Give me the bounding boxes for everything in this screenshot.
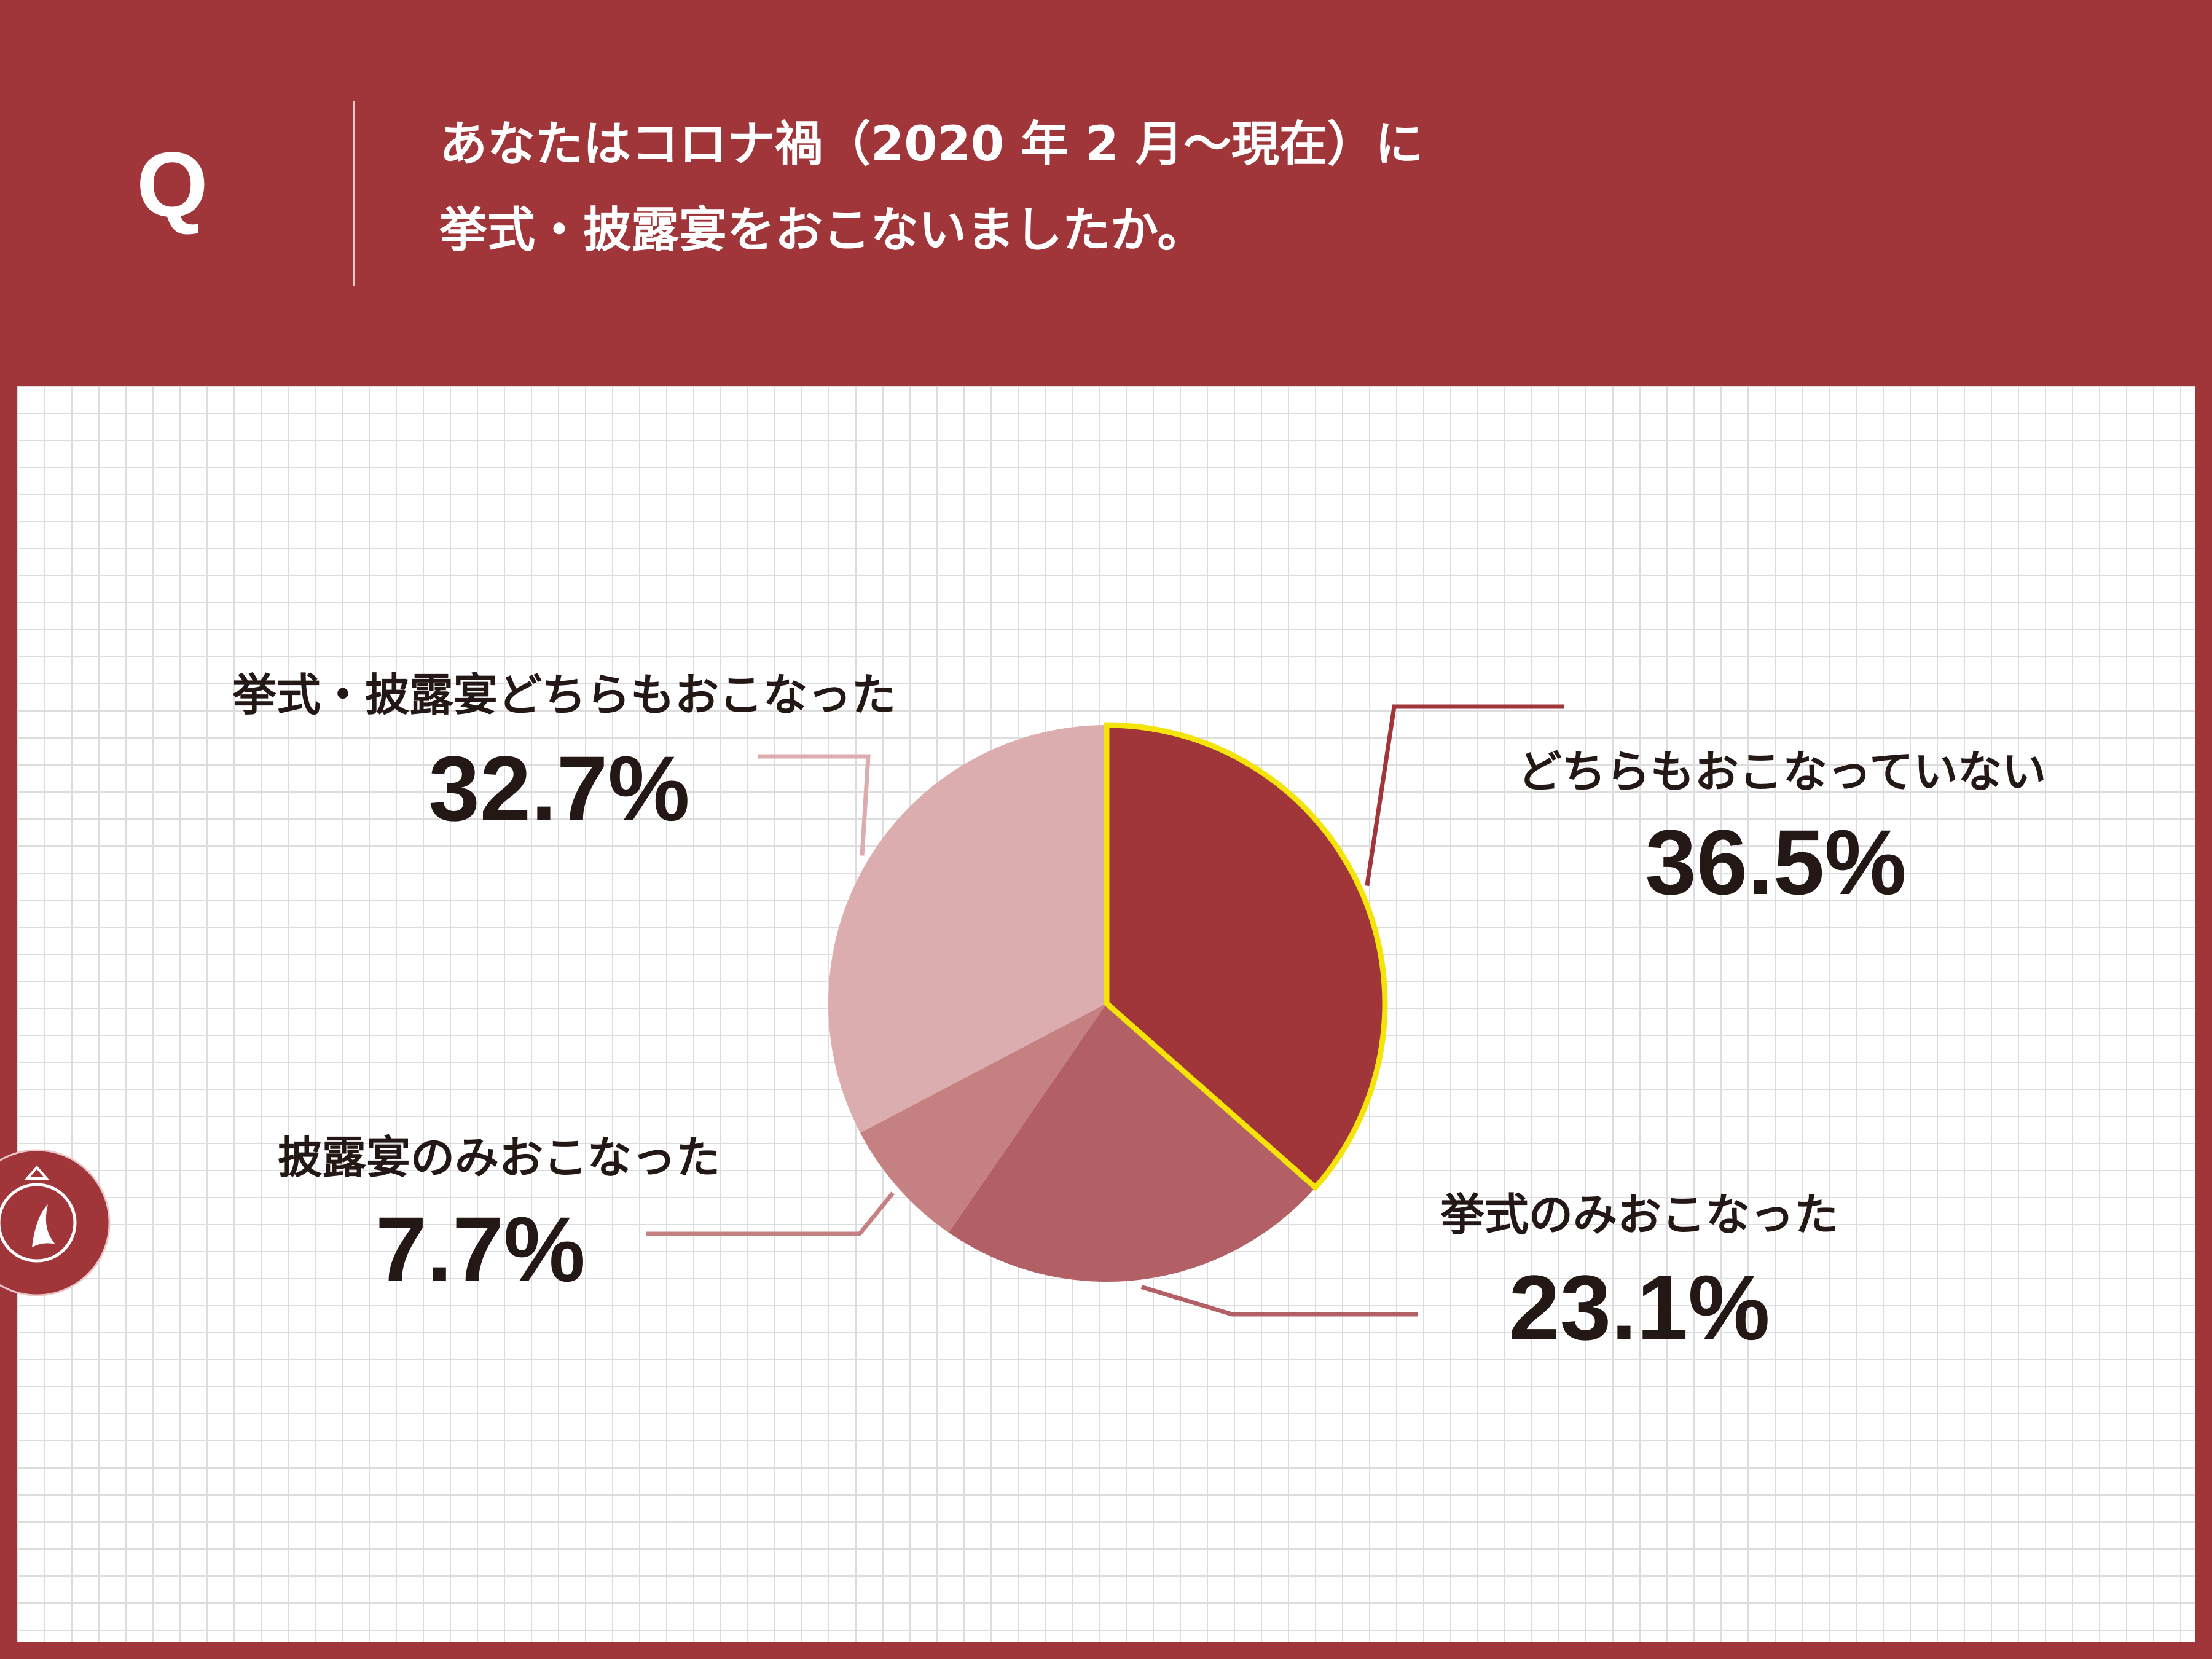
pie-slice <box>949 1003 1316 1282</box>
question-mark: Q <box>136 133 208 236</box>
header-divider <box>353 101 355 286</box>
question-header: Q あなたはコロナ禍（2020 年 2 月～現在）に 挙式・披露宴をおこないまし… <box>0 0 2212 386</box>
leader-line <box>1140 1285 1418 1317</box>
pie-slice <box>860 1003 1107 1233</box>
slice-label-name: 挙式・披露宴どちらもおこなった <box>232 669 896 721</box>
question-text-line-1: あなたはコロナ禍（2020 年 2 月～現在）に <box>439 117 1423 172</box>
slice-label-name: どちらもおこなっていない <box>1517 746 2047 798</box>
highlight-outline <box>1104 722 1388 1191</box>
slice-label-value: 36.5% <box>1645 810 1907 914</box>
slice-label-value: 23.1% <box>1508 1256 1770 1359</box>
pie-slice <box>1107 725 1385 1188</box>
pie-slices <box>828 722 1388 1282</box>
brand-logo <box>0 1149 111 1296</box>
question-text-line-2: 挙式・披露宴をおこないましたか。 <box>439 203 1206 258</box>
leader-line <box>1365 704 1564 887</box>
pie-slice <box>828 725 1107 1133</box>
chart-panel: どちらもおこなっていない 36.5% 挙式のみおこなった 23.1% 披露宴のみ… <box>17 386 2195 1642</box>
slice-label-value: 7.7% <box>375 1198 586 1301</box>
slice-label-name: 披露宴のみおこなった <box>277 1132 721 1183</box>
slice-label-name: 挙式のみおこなった <box>1440 1189 1839 1241</box>
leader-lines <box>646 704 1564 1317</box>
leader-line <box>758 754 871 856</box>
leader-line <box>646 1191 895 1236</box>
pie-chart <box>646 704 1564 1317</box>
slice-label-value: 32.7% <box>428 737 690 840</box>
